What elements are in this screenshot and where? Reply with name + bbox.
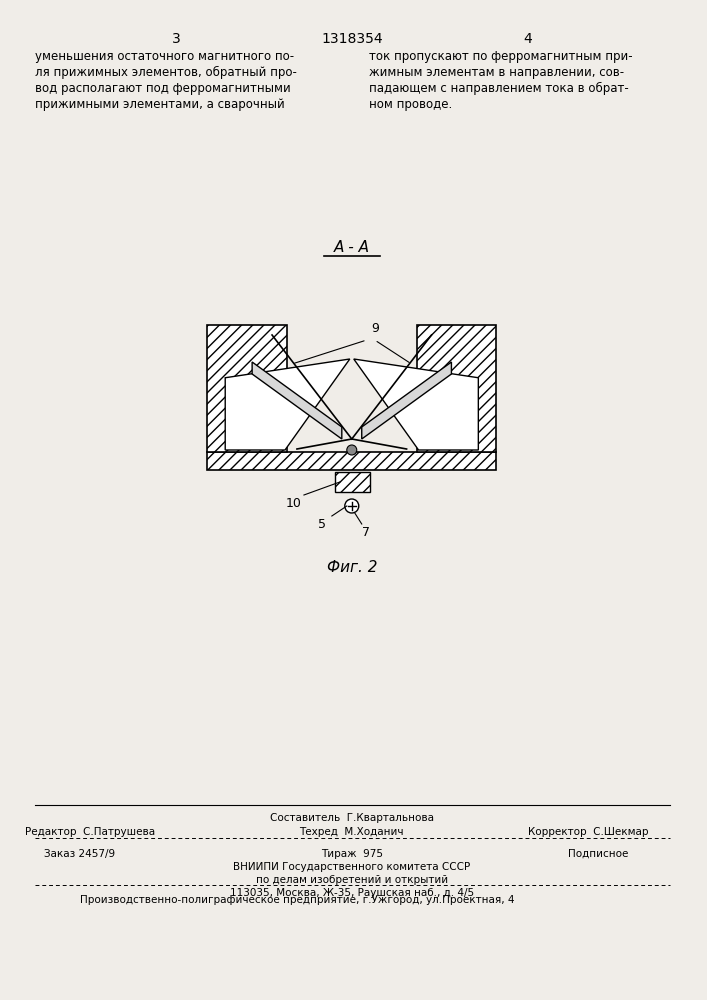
Text: Заказ 2457/9: Заказ 2457/9	[44, 849, 115, 859]
Text: Редактор  С.Патрушева: Редактор С.Патрушева	[25, 827, 155, 837]
Text: Составитель  Г.Квартальнова: Составитель Г.Квартальнова	[270, 813, 434, 823]
Text: 3: 3	[172, 32, 181, 46]
Polygon shape	[226, 359, 350, 450]
Circle shape	[347, 445, 357, 455]
Text: вод располагают под ферромагнитными: вод располагают под ферромагнитными	[35, 82, 291, 95]
Text: жимным элементам в направлении, сов-: жимным элементам в направлении, сов-	[369, 66, 624, 79]
Polygon shape	[252, 362, 341, 439]
Text: Производственно-полиграфическое предприятие, г.Ужгород, ул.Проектная, 4: Производственно-полиграфическое предприя…	[80, 895, 514, 905]
Polygon shape	[207, 452, 496, 470]
Text: Подписное: Подписное	[568, 849, 628, 859]
Text: 7: 7	[362, 526, 370, 539]
Text: А - А: А - А	[334, 240, 370, 255]
Text: уменьшения остаточного магнитного по-: уменьшения остаточного магнитного по-	[35, 50, 294, 63]
Text: прижимными элементами, а сварочный: прижимными элементами, а сварочный	[35, 98, 285, 111]
Polygon shape	[416, 325, 496, 452]
Text: 4: 4	[524, 32, 532, 46]
Polygon shape	[207, 325, 287, 452]
Text: ВНИИПИ Государственного комитета СССР: ВНИИПИ Государственного комитета СССР	[233, 862, 470, 872]
Text: 113035, Москва, Ж-35, Раушская наб., д. 4/5: 113035, Москва, Ж-35, Раушская наб., д. …	[230, 888, 474, 898]
Text: 5: 5	[318, 518, 326, 531]
Text: падающем с направлением тока в обрат-: падающем с направлением тока в обрат-	[369, 82, 629, 95]
Text: Тираж  975: Тираж 975	[321, 849, 382, 859]
Text: 9: 9	[372, 322, 380, 335]
Polygon shape	[362, 362, 452, 439]
Text: ном проводе.: ном проводе.	[369, 98, 452, 111]
Text: Техред  М.Ходанич: Техред М.Ходанич	[300, 827, 404, 837]
Text: ток пропускают по ферромагнитным при-: ток пропускают по ферромагнитным при-	[369, 50, 632, 63]
Text: ля прижимных элементов, обратный про-: ля прижимных элементов, обратный про-	[35, 66, 297, 79]
Text: Фиг. 2: Фиг. 2	[327, 560, 377, 575]
Text: по делам изобретений и открытий: по делам изобретений и открытий	[256, 875, 448, 885]
Text: 1318354: 1318354	[321, 32, 382, 46]
Circle shape	[345, 499, 358, 513]
Text: Корректор  С.Шекмар: Корректор С.Шекмар	[527, 827, 648, 837]
Polygon shape	[354, 359, 479, 450]
Text: 10: 10	[286, 497, 302, 510]
Bar	[335, 472, 370, 492]
